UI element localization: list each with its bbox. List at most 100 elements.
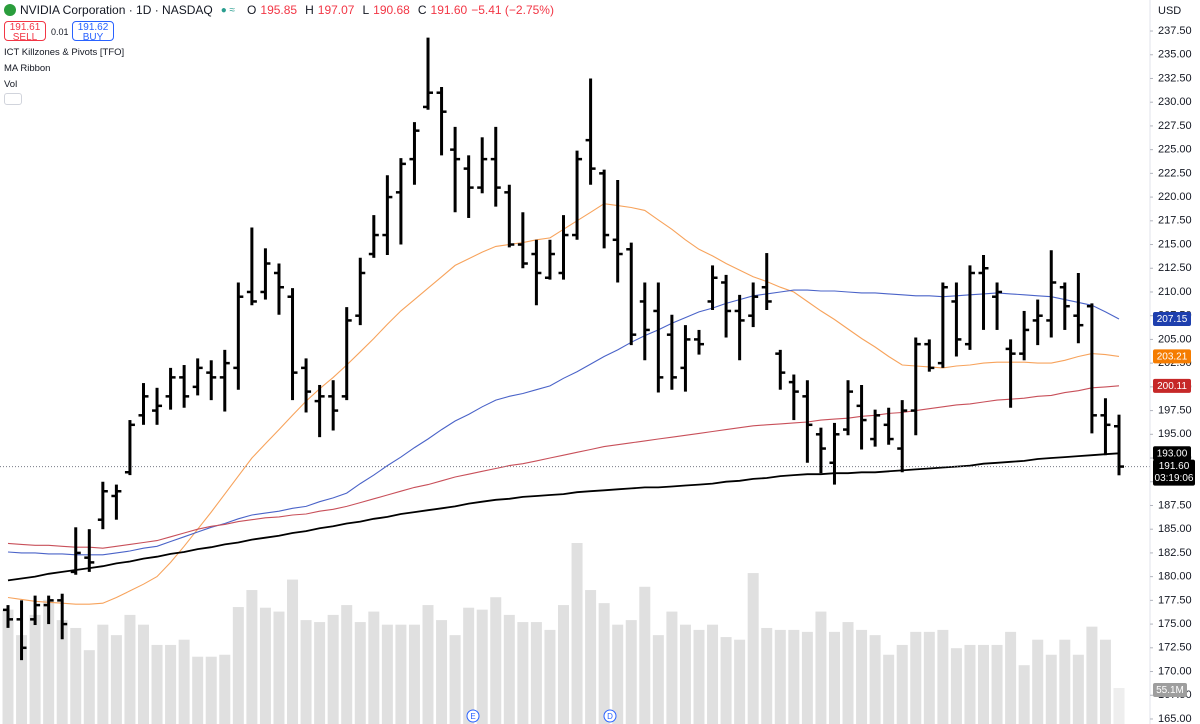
- indicator-label[interactable]: Vol: [4, 79, 18, 90]
- volume-bar: [165, 644, 177, 724]
- ma-last-label: 200.11: [1157, 381, 1187, 392]
- volume-bar: [43, 599, 55, 724]
- volume-bar: [16, 635, 28, 724]
- volume-bar: [70, 627, 82, 724]
- volume-bar: [734, 639, 746, 724]
- volume-bar: [937, 629, 949, 724]
- ma-last-label: 193.00: [1157, 448, 1188, 459]
- volume-bar: [896, 644, 908, 724]
- volume-bar: [991, 644, 1003, 724]
- volume-bar: [300, 620, 312, 724]
- y-tick-label: 237.50: [1158, 25, 1192, 37]
- volume-bar: [1086, 626, 1098, 724]
- quote-change: −5.41 (−2.75%): [471, 3, 554, 17]
- volume-bar: [910, 631, 922, 724]
- sell-button[interactable]: 191.61 SELL: [4, 21, 46, 43]
- volume-bar: [598, 603, 610, 724]
- y-tick-label: 165.00: [1158, 713, 1192, 724]
- y-tick-label: 170.00: [1158, 665, 1192, 677]
- volume-bar: [287, 579, 299, 724]
- close-label-bg: [1153, 459, 1195, 486]
- symbol-logo: [4, 4, 16, 16]
- y-tick-label: 205.00: [1158, 333, 1192, 345]
- ma-last-label-bg: [1153, 349, 1191, 364]
- volume-bar: [422, 605, 434, 724]
- countdown-label: 03:19:06: [1155, 473, 1194, 484]
- collapse-button[interactable]: [4, 93, 22, 105]
- volume-bar: [124, 614, 136, 724]
- volume-bar: [354, 622, 366, 724]
- sell-label: SELL: [12, 32, 38, 43]
- volume-bar: [1018, 665, 1030, 724]
- volume-bar: [1045, 654, 1057, 724]
- buy-price: 191.62: [77, 22, 109, 33]
- volume-bar: [246, 590, 258, 724]
- volume-bar: [869, 635, 881, 724]
- buy-label: BUY: [82, 32, 104, 43]
- volume-bar: [1059, 639, 1071, 724]
- volume-bar: [178, 639, 190, 724]
- event-label: D: [607, 712, 613, 721]
- volume-bar: [273, 611, 285, 724]
- volume-bar: [842, 622, 854, 724]
- volume-bar: [950, 648, 962, 724]
- y-tick-label: 185.00: [1158, 523, 1192, 535]
- volume-bar: [571, 543, 583, 724]
- sell-price: 191.61: [9, 22, 41, 33]
- ma-last-label: 207.15: [1157, 314, 1188, 325]
- volume-bar: [314, 622, 326, 724]
- y-tick-label: 235.00: [1158, 49, 1192, 61]
- volume-bar: [97, 624, 109, 724]
- quote-key: L: [362, 3, 370, 17]
- volume-bar: [192, 656, 204, 724]
- y-tick-label: 182.50: [1158, 547, 1192, 559]
- volume-bar: [666, 611, 678, 724]
- volume-bar: [544, 629, 556, 724]
- moving-average-line: [7, 452, 1120, 582]
- ma-last-label-bg: [1153, 378, 1191, 393]
- volume-bar: [558, 605, 569, 724]
- ma-last-label-bg: [1153, 312, 1191, 327]
- y-tick-label: 232.50: [1158, 72, 1192, 84]
- volume-bar: [815, 611, 827, 724]
- volume-bar: [219, 654, 231, 724]
- volume-bar: [856, 629, 868, 724]
- y-tick-label: 197.50: [1158, 404, 1192, 416]
- volume-bar: [490, 597, 502, 724]
- event-marker: [466, 709, 480, 723]
- moving-average-line: [7, 289, 1120, 556]
- volume-bar: [1072, 654, 1084, 724]
- volume-bar: [137, 624, 149, 724]
- buy-button[interactable]: 191.62 BUY: [72, 21, 114, 43]
- volume-bar: [1032, 639, 1044, 724]
- y-tick-label: 172.50: [1158, 642, 1192, 654]
- ma-last-label-bg: [1153, 446, 1191, 461]
- quote-value: 195.85: [260, 3, 298, 17]
- volume-bar: [205, 656, 217, 724]
- volume-bar: [612, 624, 624, 724]
- volume-bar: [517, 622, 529, 724]
- event-marker: [603, 709, 617, 723]
- close-label: 191.60: [1159, 461, 1190, 472]
- quote-value: 191.60: [430, 3, 468, 17]
- volume-bar: [1099, 639, 1111, 724]
- volume-bar: [639, 586, 651, 724]
- volume-bar: [110, 635, 122, 724]
- volume-bar: [720, 637, 732, 724]
- volume-bar: [29, 614, 41, 724]
- y-tick-label: 187.50: [1158, 499, 1192, 511]
- volume-bar: [463, 607, 475, 724]
- indicator-label[interactable]: MA Ribbon: [4, 63, 51, 74]
- volume-bar: [761, 627, 773, 724]
- indicator-label[interactable]: ICT Killzones & Pivots [TFO]: [4, 47, 125, 58]
- volume-bar: [774, 629, 786, 724]
- volume-bar: [503, 614, 515, 724]
- volume-bar: [707, 624, 719, 724]
- volume-label-bg: [1153, 683, 1187, 697]
- symbol-title: NVIDIA Corporation · 1D · NASDAQ: [20, 3, 213, 17]
- volume-bar: [923, 631, 935, 724]
- y-tick-label: 225.00: [1158, 144, 1192, 156]
- volume-bar: [883, 654, 895, 724]
- volume-bar: [259, 607, 271, 724]
- volume-bar: [381, 624, 393, 724]
